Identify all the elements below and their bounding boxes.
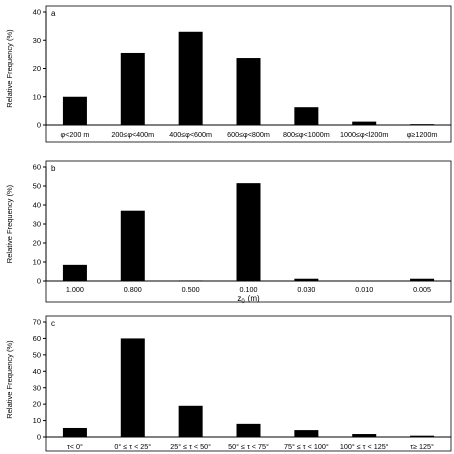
bar-b-0 (62, 264, 87, 281)
bar-a-2 (178, 31, 203, 125)
y-tick-label: 0 (37, 277, 41, 286)
y-axis-title: Relative Frequency (%) (5, 29, 14, 108)
bar-c-2 (178, 405, 203, 437)
panel-letter: c (51, 319, 55, 328)
chart-panel-c: 0 10 20 30 40 50 60 70 Relative Frequency (%) c τ<… (5, 315, 452, 452)
x-tick-label: 600≤φ<800m (227, 130, 270, 139)
y-tick-label: 40 (33, 8, 41, 17)
bar-a-3 (236, 58, 261, 125)
y-tick-label: 20 (33, 239, 41, 248)
x-tick-label: 100° ≤ τ < 125° (340, 442, 389, 451)
y-tick-label: 30 (33, 36, 41, 45)
bar-a-1 (120, 52, 145, 125)
x-tick-label: 75° ≤ τ < 100° (284, 442, 329, 451)
y-axis-title: Relative Frequency (%) (5, 184, 14, 263)
x-tick-label: 0° ≤ τ < 25° (114, 442, 151, 451)
bar-a-0 (62, 96, 87, 125)
bar-b-4 (294, 278, 319, 281)
x-tick-label: 0.100 (240, 285, 258, 294)
y-tick-label: 30 (33, 220, 41, 229)
y-tick-label: 10 (33, 92, 41, 101)
x-tick-label: 200≤φ<400m (111, 130, 154, 139)
y-tick-label: 60 (33, 163, 41, 172)
chart-panel-a: 0 10 20 30 40 Relative Frequency (%) a φ<200 m 2… (5, 5, 452, 143)
bar-b-1 (120, 210, 145, 281)
y-tick-label: 60 (33, 334, 41, 343)
x-tick-label: τ≥ 125° (410, 442, 434, 451)
y-tick-label: 20 (33, 64, 41, 73)
x-tick-label: 0.005 (413, 285, 431, 294)
bar-c-4 (294, 430, 319, 437)
x-tick-label: 0.030 (297, 285, 315, 294)
x-tick-label: 1000≤φ<l200m (340, 130, 388, 139)
x-tick-label: 0.500 (182, 285, 200, 294)
bar-c-0 (62, 427, 87, 437)
y-tick-label: 10 (33, 416, 41, 425)
y-tick-label: 20 (33, 400, 41, 409)
bar-b-6 (410, 278, 435, 281)
bar-a-6 (410, 124, 435, 125)
x-tick-label: 800≤φ<1000m (283, 130, 330, 139)
x-tick-label: 400≤φ<600m (169, 130, 212, 139)
y-tick-label: 0 (37, 433, 41, 442)
panel-letter: a (51, 9, 56, 18)
x-tick-label: 50° ≤ τ < 75° (228, 442, 269, 451)
bar-c-6 (410, 435, 435, 437)
y-tick-label: 70 (33, 318, 41, 327)
y-axis-title: Relative Frequency (%) (5, 340, 14, 419)
y-tick-label: 10 (33, 258, 41, 267)
bar-c-5 (352, 434, 377, 437)
bar-c-1 (120, 338, 145, 437)
bar-b-2 (178, 280, 203, 282)
y-tick-label: 50 (33, 182, 41, 191)
y-tick-label: 50 (33, 350, 41, 359)
y-tick-label: 30 (33, 383, 41, 392)
bar-a-4 (294, 107, 319, 125)
x-tick-label: τ< 0° (67, 442, 83, 451)
chart-panel-b: 0 10 20 30 40 50 60 Relative Frequency (%) b 1.00… (5, 160, 452, 305)
x-axis-title: z0 (m) (237, 294, 260, 305)
y-tick-label: 40 (33, 367, 41, 376)
x-tick-label: 1.000 (66, 285, 84, 294)
panel-letter: b (51, 164, 56, 173)
y-tick-label: 40 (33, 201, 41, 210)
x-tick-label: φ<200 m (61, 130, 90, 139)
x-tick-label: 0.800 (124, 285, 142, 294)
y-tick-label: 0 (37, 121, 41, 130)
bar-b-5 (352, 280, 377, 282)
x-tick-label: 25° ≤ τ < 50° (170, 442, 211, 451)
bar-c-3 (236, 423, 261, 437)
x-tick-label: 0.010 (355, 285, 373, 294)
x-tick-label: φ≥1200m (407, 130, 438, 139)
bar-a-5 (352, 121, 377, 125)
bar-b-3 (236, 183, 261, 281)
